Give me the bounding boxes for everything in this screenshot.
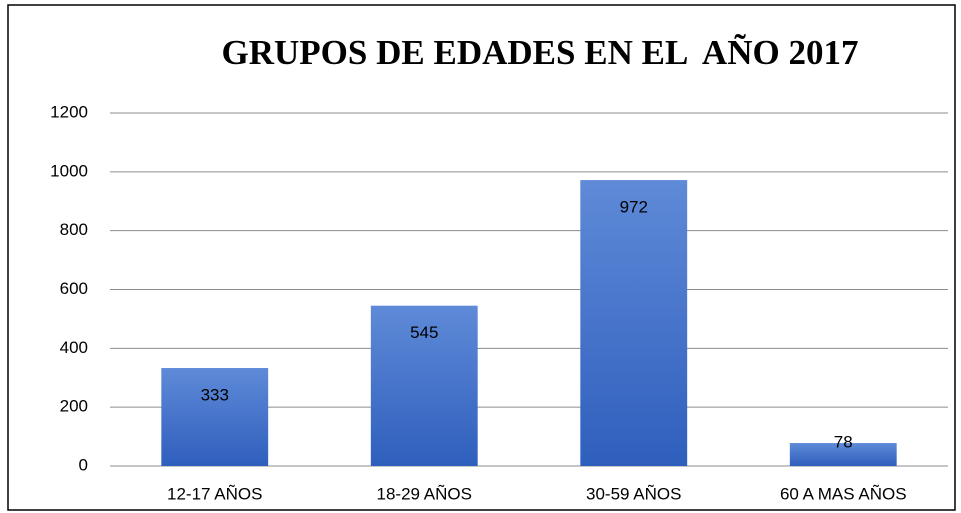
x-tick-label: 30-59 AÑOS	[586, 484, 681, 503]
y-tick-label: 400	[60, 338, 88, 357]
y-tick-label: 0	[79, 455, 88, 474]
x-tick-label: 18-29 AÑOS	[377, 484, 472, 503]
data-label: 972	[620, 198, 648, 217]
x-tick-label: 60 A MAS AÑOS	[780, 484, 907, 503]
data-label: 545	[410, 323, 438, 342]
y-tick-label: 1200	[50, 102, 88, 121]
y-tick-label: 600	[60, 279, 88, 298]
bar	[580, 180, 688, 466]
data-label: 78	[834, 433, 853, 452]
bar	[789, 443, 897, 466]
chart-title: GRUPOS DE EDADES EN EL AÑO 2017	[222, 33, 859, 72]
x-tick-label: 12-17 AÑOS	[167, 484, 262, 503]
chart-border	[7, 4, 956, 511]
y-tick-label: 1000	[50, 161, 88, 180]
y-tick-label: 200	[60, 397, 88, 416]
bar	[161, 368, 269, 466]
y-tick-label: 800	[60, 220, 88, 239]
data-label: 333	[201, 386, 229, 405]
bar	[370, 305, 478, 466]
